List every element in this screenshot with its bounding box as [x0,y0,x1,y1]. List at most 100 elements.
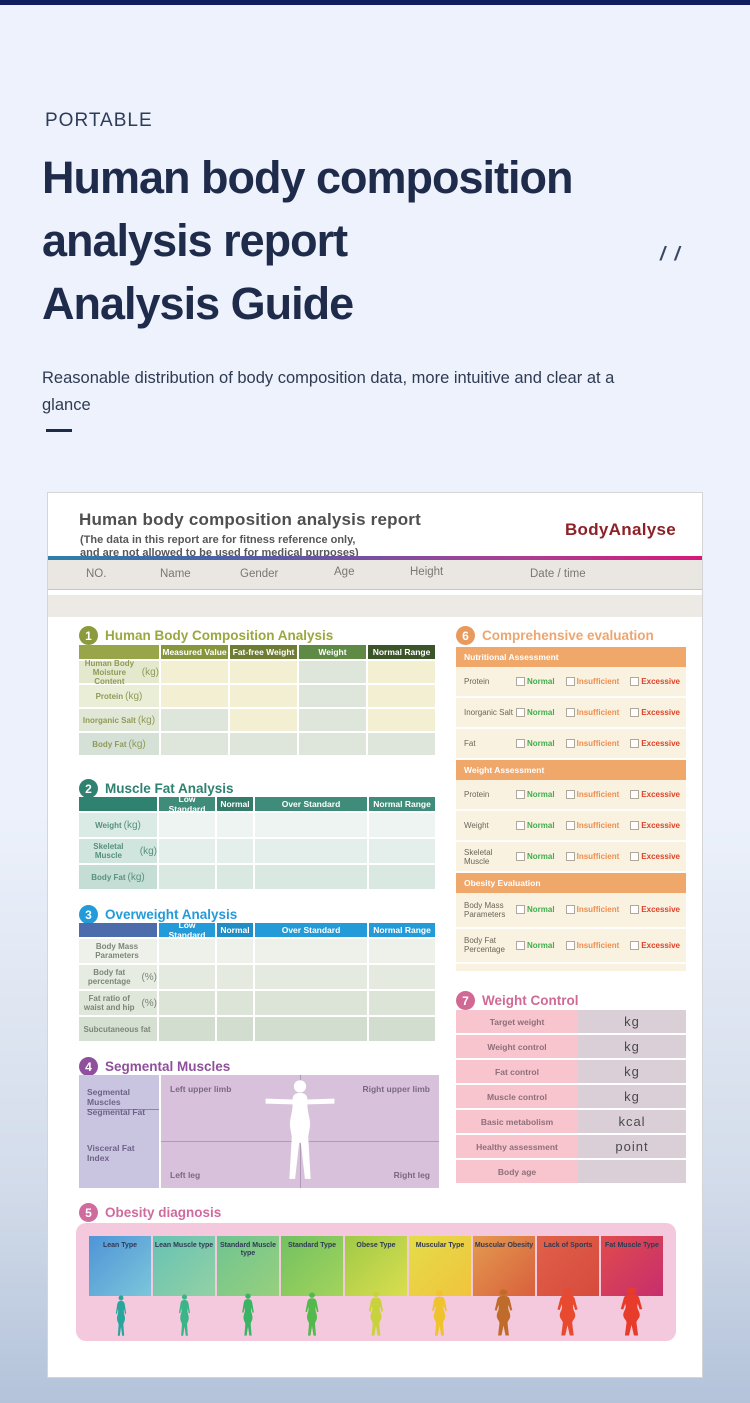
wc-label: Healthy assessment [456,1135,578,1158]
table-cell [369,1017,435,1041]
table-cell [230,709,297,731]
checkbox[interactable] [516,790,525,799]
muscle-fat-table: Low Standard Normal Over Standard Normal… [79,794,439,889]
row-label: Inorganic Salt (kg) [79,709,159,731]
table-cell [368,709,435,731]
checkbox[interactable] [516,905,525,915]
row-unit: (kg) [137,714,156,726]
table-cell [299,685,366,707]
option-insufficient: Insufficient [576,790,620,799]
checkbox[interactable] [516,852,525,861]
checkbox[interactable] [630,708,640,717]
wc-label: Body age [456,1160,578,1183]
table-cell [159,991,215,1015]
obesity-type-tile: Standard Muscle type [217,1236,279,1296]
checkbox[interactable] [565,739,575,748]
table-row: Target weight kg [456,1010,686,1033]
table-cell [255,965,367,989]
section1-heading: 1 Human Body Composition Analysis [79,626,333,645]
checkbox[interactable] [516,739,525,748]
checkbox[interactable] [516,940,525,950]
checkbox[interactable] [565,821,575,830]
table-corner-cell [79,797,157,811]
table-corner-cell [79,923,157,937]
checkbox[interactable] [630,821,640,830]
checkbox[interactable] [516,821,525,830]
body-figure-icon [305,1292,319,1336]
body-silhouette-icon [265,1080,335,1179]
table-cell [369,839,435,863]
section5-title: Obesity diagnosis [105,1205,222,1220]
table-corner-cell [79,645,159,659]
obesity-panel: Lean Type Lean Muscle type Standard Musc… [76,1223,676,1341]
option-insufficient: Insufficient [576,940,620,950]
obesity-type-tile: Lack of Sports [537,1236,599,1296]
table-cell [159,865,215,889]
row-label-text: Body Fat [92,739,127,749]
body-figure-icon [242,1293,255,1336]
row-label-text: Skeletal Muscle [93,842,124,860]
checkbox[interactable] [630,790,640,799]
table-cell [369,939,435,963]
wc-unit: kg [578,1060,686,1083]
section4-number-badge: 4 [79,1057,98,1076]
section4-heading: 4 Segmental Muscles [79,1057,230,1076]
section3-heading: 3 Overweight Analysis [79,905,237,924]
col-header: Measured Value [161,645,228,659]
section2-number-badge: 2 [79,779,98,798]
checkbox[interactable] [565,940,575,950]
row-unit: (%) [141,971,157,983]
checkbox[interactable] [565,852,575,861]
checkbox[interactable] [516,677,525,686]
table-row: Healthy assessment point [456,1135,686,1158]
table-cell [255,813,367,837]
evaluation-row: Protein Normal Insufficient Excessive [456,780,686,811]
option-excessive: Excessive [641,940,680,950]
option-excessive: Excessive [641,852,680,861]
segmental-muscles-label: Segmental Muscles [87,1087,159,1110]
obesity-type-scale: Lean Type Lean Muscle type Standard Musc… [89,1236,663,1296]
checkbox[interactable] [630,905,640,915]
col-header: Weight [299,645,366,659]
table-cell [255,839,367,863]
row-label: Skeletal Muscle (kg) [79,839,157,863]
info-field-name: Name [160,568,191,580]
row-unit: (kg) [141,666,159,678]
table-cell [230,685,297,707]
table-cell [299,733,366,755]
row-label-text: Body Mass Parameters [95,942,139,960]
option-insufficient: Insufficient [576,708,620,717]
overweight-table: Low Standard Normal Over Standard Normal… [79,920,439,1041]
table-cell [369,991,435,1015]
table-cell [369,965,435,989]
row-label-text: Fat ratio of waist and hip [83,994,135,1012]
col-header: Low Standard [159,920,215,940]
col-header: Over Standard [255,923,367,937]
checkbox[interactable] [565,677,575,686]
table-cell [368,661,435,683]
checkbox[interactable] [630,677,640,686]
row-unit: (kg) [128,738,146,750]
option-insufficient: Insufficient [576,852,620,861]
eval-row-label: Body Mass Parameters [464,900,506,919]
table-cell [159,939,215,963]
option-excessive: Excessive [641,677,680,686]
row-label-text: Weight [95,820,122,830]
checkbox[interactable] [630,940,640,950]
checkbox[interactable] [565,905,575,915]
checkbox[interactable] [565,790,575,799]
option-insufficient: Insufficient [576,905,620,915]
table-cell [368,733,435,755]
checkbox[interactable] [565,708,575,717]
table-cell [255,865,367,889]
checkbox[interactable] [630,852,640,861]
section6-title: Comprehensive evaluation [482,628,654,643]
hero-title: Human body composition analysis report A… [42,146,622,335]
obesity-type-tile: Lean Muscle type [153,1236,215,1296]
row-unit: (%) [141,997,157,1009]
checkbox[interactable] [630,739,640,748]
col-header: Over Standard [255,797,367,811]
checkbox[interactable] [516,708,525,717]
row-label-text: Protein [95,691,124,701]
body-figure-icon [368,1291,384,1336]
